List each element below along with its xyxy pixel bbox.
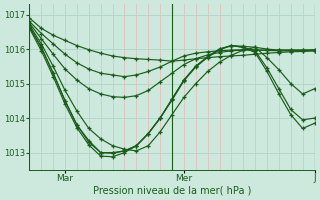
- X-axis label: Pression niveau de la mer( hPa ): Pression niveau de la mer( hPa ): [93, 186, 251, 196]
